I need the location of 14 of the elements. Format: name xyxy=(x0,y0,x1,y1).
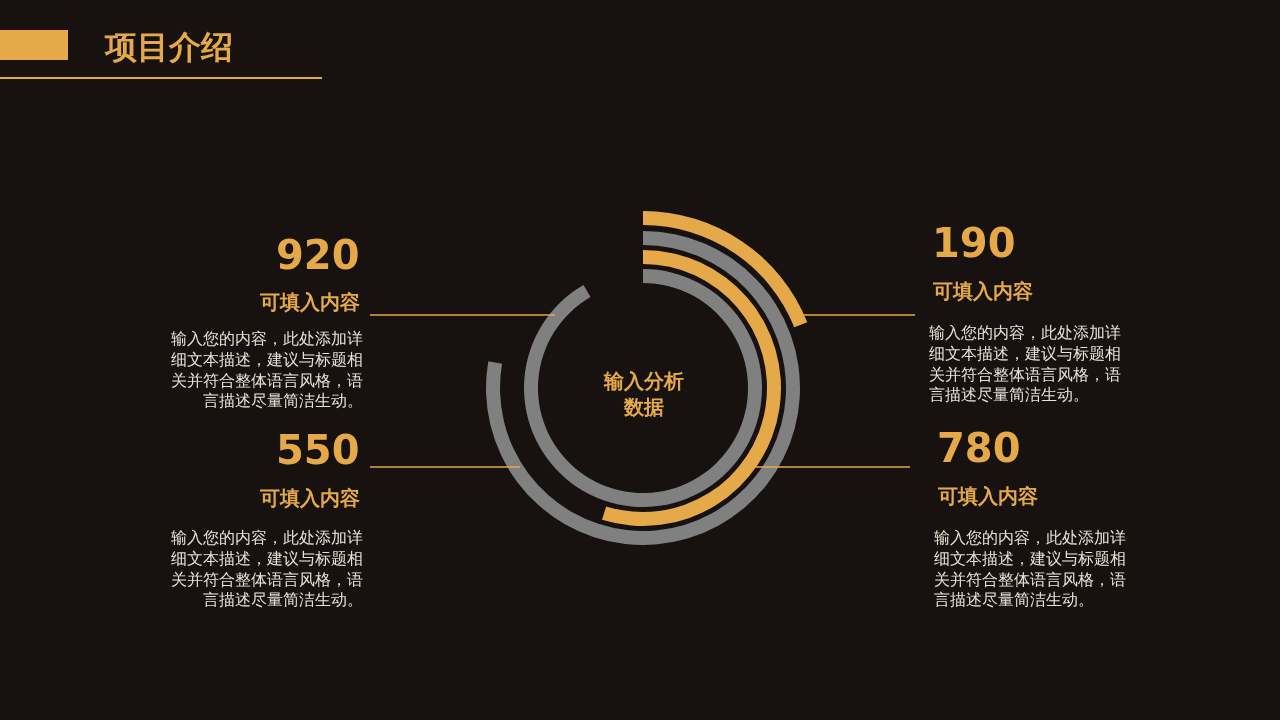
category-label: 可填入内容 xyxy=(259,486,360,510)
text: 输入您的内容，此处添加详细文本描述，建议与标题相关并符合整体语言风格，语言描述尽量简洁生动。 xyxy=(934,528,1126,610)
category-label: 可填入内容 xyxy=(937,484,1038,508)
text: 项目介绍 xyxy=(104,28,233,66)
data-label: 780 xyxy=(937,425,1021,471)
data-label: 550 xyxy=(276,427,360,473)
text: 输入您的内容，此处添加详细文本描述，建议与标题相关并符合整体语言风格，语言描述尽量简洁生动。 xyxy=(171,329,363,411)
data-label: 920 xyxy=(276,232,360,278)
text: 输入分析数据 xyxy=(603,369,684,419)
category-label: 可填入内容 xyxy=(259,290,360,314)
data-label: 190 xyxy=(932,220,1016,266)
text: 输入您的内容，此处添加详细文本描述，建议与标题相关并符合整体语言风格，语言描述尽量简洁生动。 xyxy=(929,323,1121,405)
category-label: 可填入内容 xyxy=(932,279,1033,303)
text: 输入您的内容，此处添加详细文本描述，建议与标题相关并符合整体语言风格，语言描述尽量简洁生动。 xyxy=(171,528,363,610)
